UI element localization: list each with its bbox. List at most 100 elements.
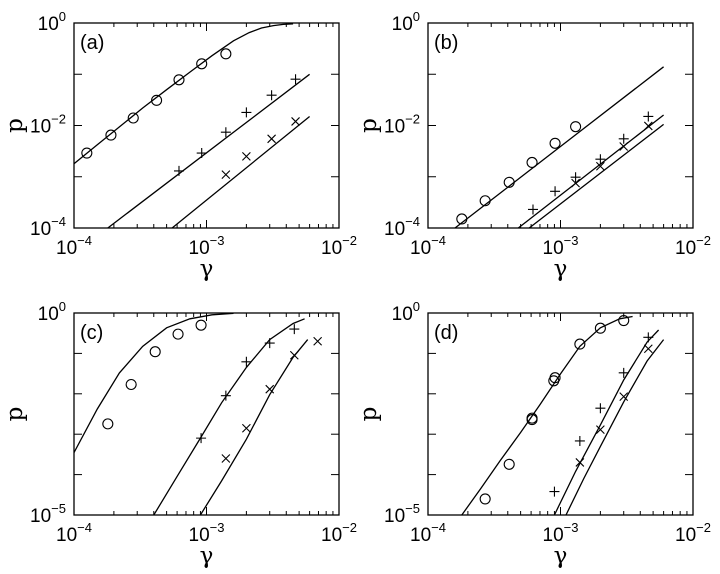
cross-marker <box>619 392 629 402</box>
y-axis-label: p <box>356 407 382 422</box>
plus-marker <box>550 186 561 197</box>
series-circle <box>479 315 630 505</box>
cross-marker <box>241 151 251 161</box>
plus-marker <box>595 154 606 165</box>
cross-marker <box>221 454 231 463</box>
fit-curve-2 <box>107 73 310 228</box>
fit-curve-2 <box>153 318 305 515</box>
circle-marker <box>195 319 207 331</box>
fit-curves <box>454 66 664 228</box>
plus-marker <box>290 74 301 85</box>
cross-marker <box>313 336 323 346</box>
circle-marker <box>574 338 586 350</box>
plus-marker <box>264 338 275 349</box>
plus-marker <box>289 324 300 335</box>
series-circle <box>102 319 207 430</box>
plus-marker <box>527 204 538 215</box>
circle-marker <box>125 378 137 391</box>
cross-marker <box>619 142 629 151</box>
circle-marker <box>102 418 114 430</box>
circle-marker <box>479 493 491 505</box>
circle-marker <box>618 315 630 327</box>
plus-marker <box>173 165 184 176</box>
y-axis-label: p <box>2 407 28 422</box>
fit-curve-2 <box>517 114 664 228</box>
cross-marker <box>241 423 251 433</box>
cross-marker <box>265 384 275 394</box>
x-tick-label: 10−2 <box>321 233 357 259</box>
x-axis-label: γ <box>554 543 568 569</box>
fit-curve-1 <box>74 313 234 453</box>
circle-marker <box>196 58 208 70</box>
circle-marker <box>503 458 515 470</box>
cross-marker <box>571 178 580 188</box>
plus-marker <box>643 332 654 343</box>
y-tick-label: 10−4 <box>30 214 66 240</box>
circle-marker <box>456 213 468 225</box>
circle-marker <box>173 74 185 86</box>
x-tick-label: 10−4 <box>410 233 446 259</box>
y-tick-label: 100 <box>392 9 420 35</box>
plus-marker <box>196 433 207 444</box>
plus-marker <box>266 90 277 101</box>
cross-marker <box>221 170 231 180</box>
x-axis-label: γ <box>200 543 214 569</box>
plus-marker <box>241 356 252 367</box>
x-tick-label: 10−2 <box>321 520 357 546</box>
cross-marker <box>267 134 276 144</box>
x-axis-label: γ <box>200 256 214 282</box>
y-tick-label: 10−5 <box>384 501 420 527</box>
plus-marker <box>241 107 252 118</box>
circle-marker <box>594 322 606 334</box>
panel-c: 10−4 10−3 10−2 10−5 100 γ p (c) <box>2 299 357 569</box>
cross-marker <box>643 344 653 354</box>
fit-curve-3 <box>528 123 664 228</box>
plus-marker <box>643 111 654 122</box>
plus-marker <box>574 435 585 446</box>
panel-a: 10−4 10−3 10−2 10−4 10−2 100 γ p (a) <box>2 9 357 282</box>
y-tick-label: 100 <box>38 299 66 325</box>
series-circle <box>456 121 582 225</box>
circle-marker <box>172 328 184 340</box>
panel-label: (c) <box>80 322 103 344</box>
panel-label: (a) <box>80 32 104 54</box>
cross-marker <box>289 350 299 360</box>
fit-curve-1 <box>454 66 664 228</box>
panel-d: 10−4 10−3 10−2 10−5 100 γ p (d) <box>356 299 711 569</box>
x-tick-label: 10−3 <box>543 520 579 546</box>
x-tick-label: 10−2 <box>675 520 711 546</box>
cross-marker <box>643 121 653 131</box>
plus-marker <box>549 486 560 497</box>
series-plus <box>196 324 300 444</box>
fit-curve-2 <box>553 329 660 515</box>
y-tick-label: 100 <box>38 9 66 35</box>
cross-marker <box>595 425 605 434</box>
panel-b: 10−4 10−3 10−2 10−4 10−2 100 γ p (b) <box>356 9 711 282</box>
circle-marker <box>220 48 232 60</box>
x-tick-label: 10−4 <box>56 520 92 546</box>
series-cross <box>221 117 300 180</box>
panel-label: (b) <box>434 32 458 54</box>
series-plus <box>527 111 654 215</box>
x-tick-label: 10−3 <box>189 520 225 546</box>
fit-curves <box>74 313 309 515</box>
plot-frame <box>73 312 340 516</box>
circle-marker <box>570 121 582 133</box>
cross-marker <box>291 117 300 126</box>
panel-label: (d) <box>434 322 458 344</box>
circle-marker <box>149 346 161 358</box>
series-plus <box>549 332 654 497</box>
x-tick-label: 10−4 <box>410 520 446 546</box>
x-tick-label: 10−3 <box>543 233 579 259</box>
circle-marker <box>105 129 117 141</box>
series-circle <box>81 48 232 159</box>
plus-marker <box>220 127 231 138</box>
fit-curve-1 <box>461 315 633 515</box>
y-tick-label: 10−2 <box>384 112 420 138</box>
x-tick-label: 10−3 <box>189 233 225 259</box>
series-cross <box>221 336 323 463</box>
y-axis-label: p <box>356 118 382 133</box>
series-plus <box>173 74 301 176</box>
x-tick-label: 10−2 <box>675 233 711 259</box>
plus-marker <box>196 148 207 159</box>
